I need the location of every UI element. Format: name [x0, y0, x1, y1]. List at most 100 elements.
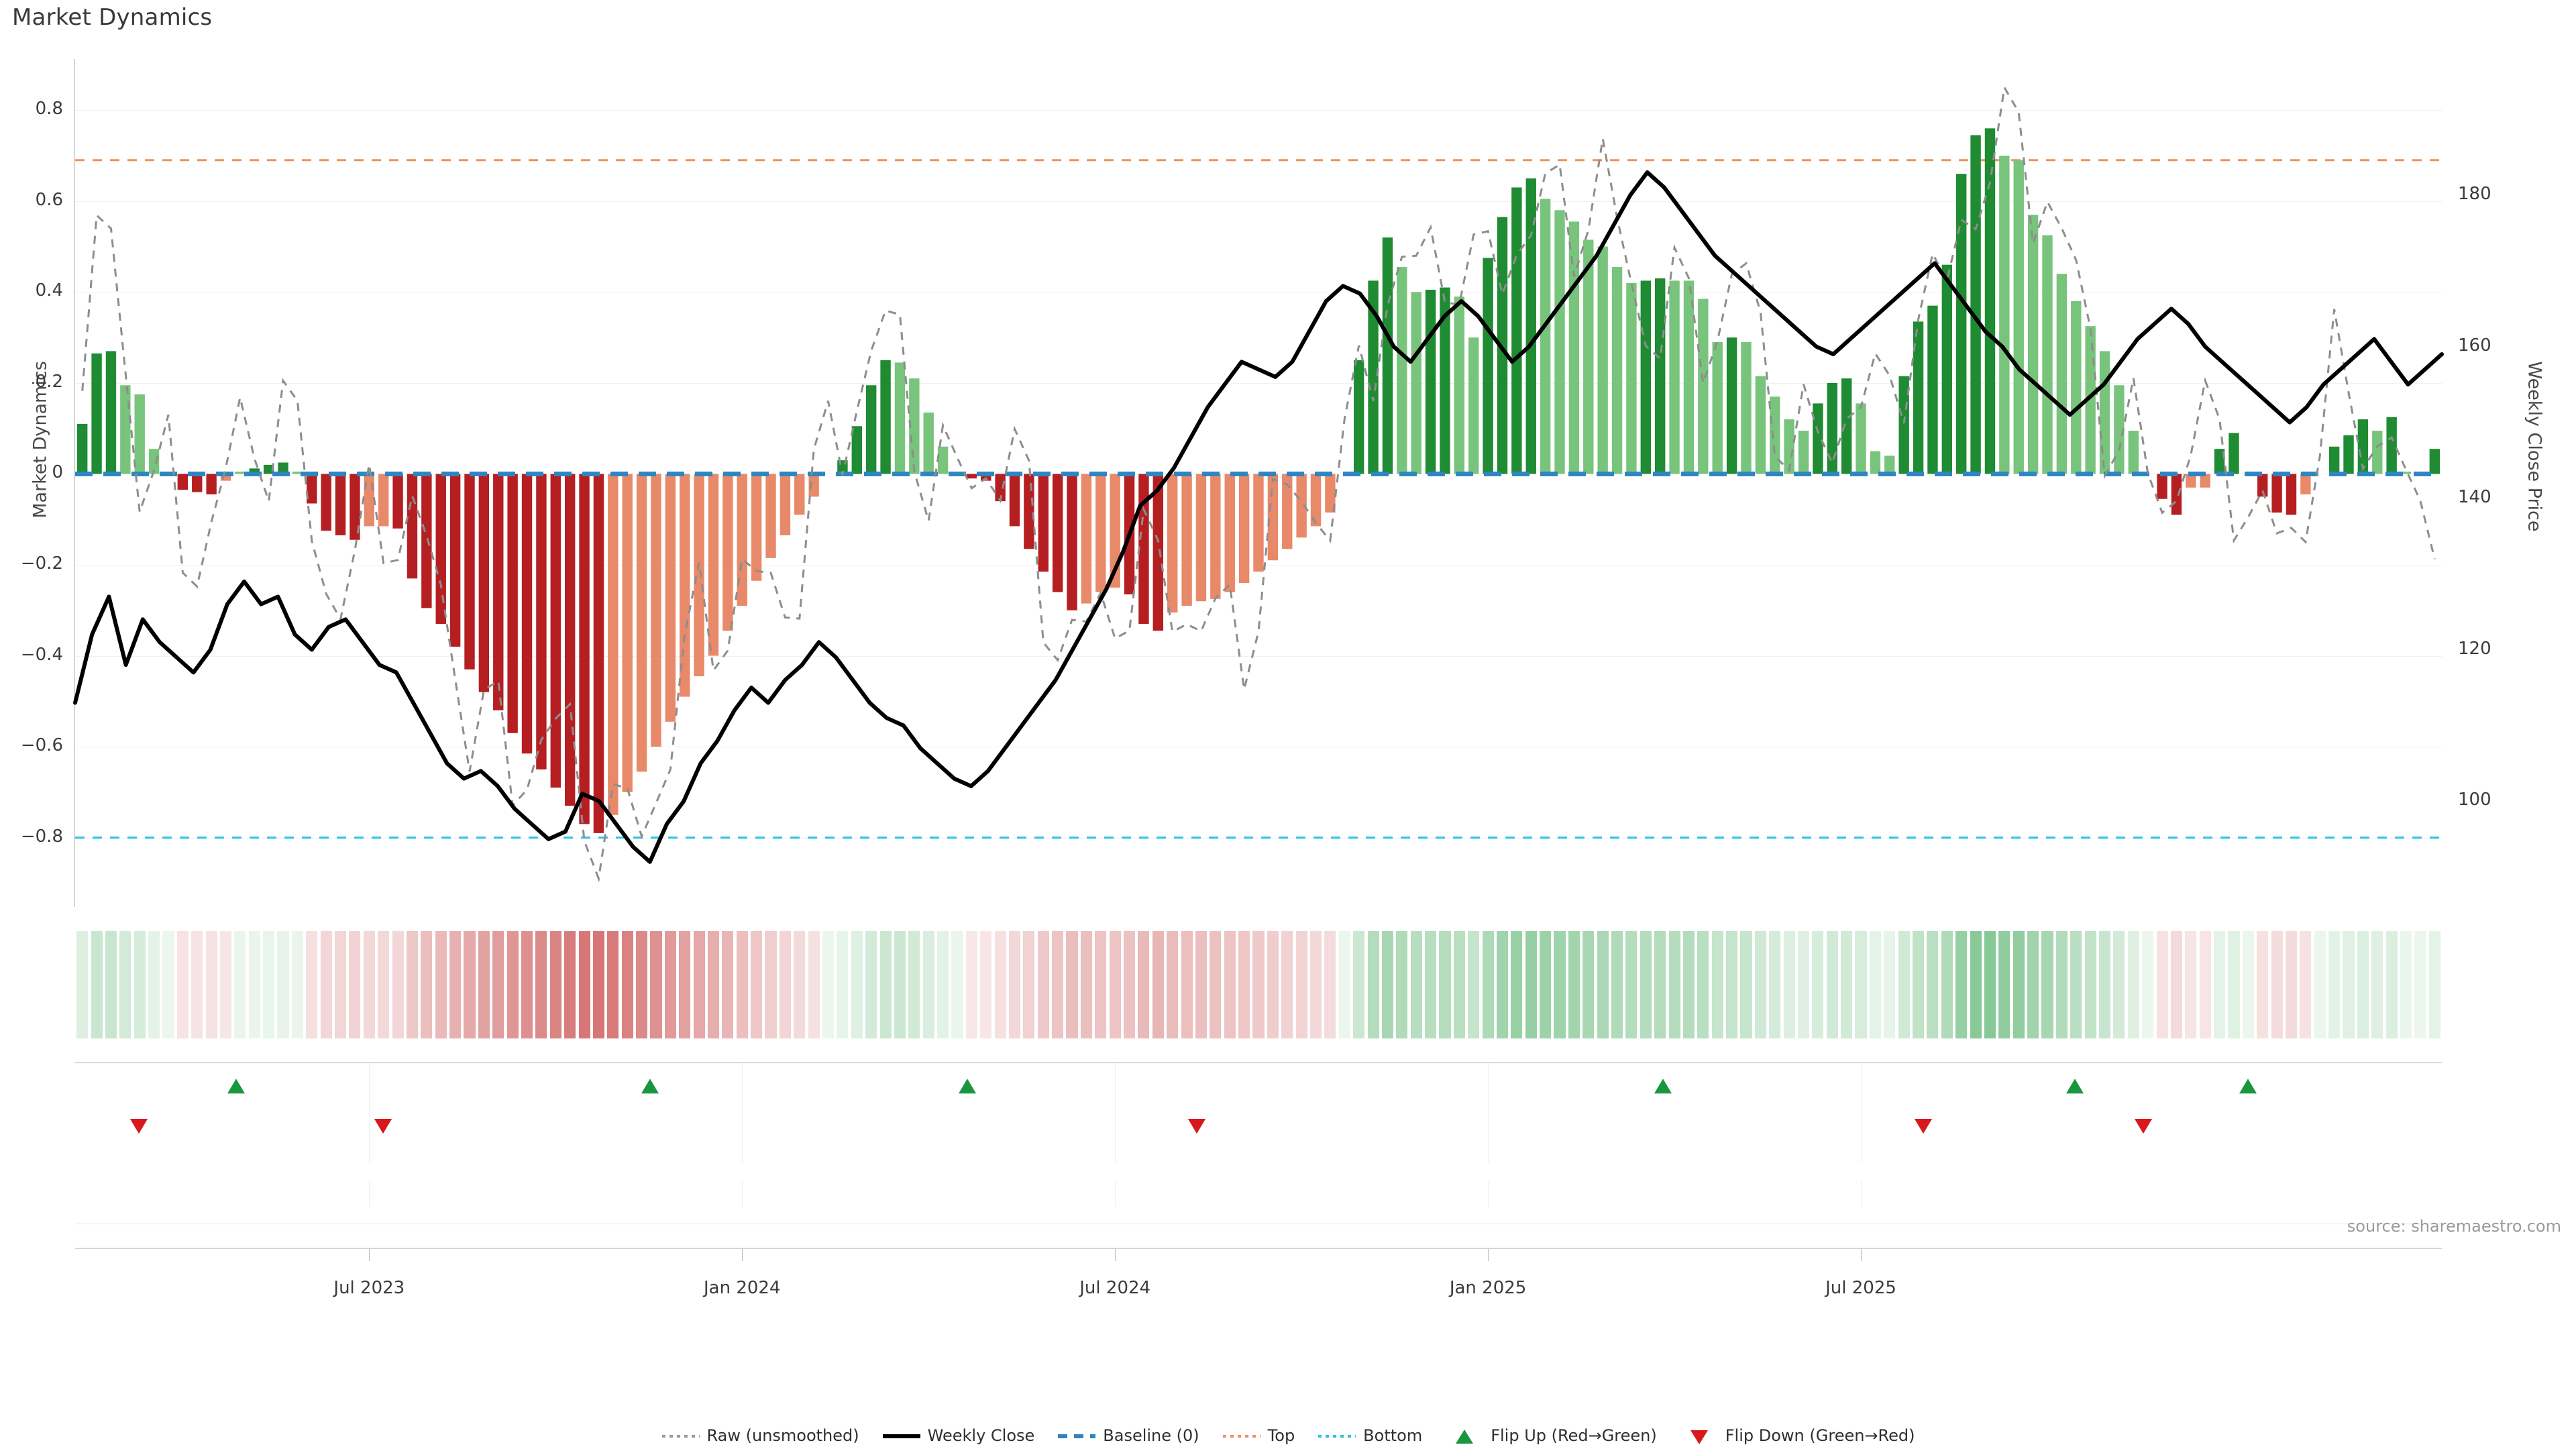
heatmap-cell — [822, 931, 835, 1038]
x-axis-tick: Jul 2025 — [1825, 1278, 1896, 1298]
heatmap-cell — [2371, 931, 2383, 1038]
x-gridline — [1488, 1062, 1489, 1163]
market-dynamics-bar — [1210, 474, 1221, 599]
market-dynamics-bar — [321, 474, 331, 531]
heatmap-cell — [1955, 931, 1968, 1038]
heatmap-cell — [2400, 931, 2412, 1038]
x-gridline — [1861, 1181, 1862, 1208]
heatmap-cell — [1582, 931, 1595, 1038]
heatmap-cell — [2113, 931, 2125, 1038]
legend-item-label: Bottom — [1363, 1426, 1423, 1445]
legend-item-label: Baseline (0) — [1103, 1426, 1199, 1445]
market-dynamics-bar — [636, 474, 647, 772]
heatmap-cell — [1195, 931, 1207, 1038]
market-dynamics-bar — [851, 426, 863, 474]
x-gridline — [742, 1181, 743, 1208]
heatmap-cell — [1697, 931, 1709, 1038]
heatmap-cell — [492, 931, 504, 1038]
heatmap-cell — [1324, 931, 1336, 1038]
heatmap-cell — [1754, 931, 1766, 1038]
heatmap-cell — [1238, 931, 1250, 1038]
heatmap-cell — [1913, 931, 1925, 1038]
market-dynamics-bar — [1468, 337, 1479, 474]
legend-item-weekly-close[interactable]: Weekly Close — [882, 1426, 1034, 1445]
market-dynamics-bar — [2300, 474, 2311, 494]
heatmap-cell — [564, 931, 576, 1038]
market-dynamics-bar — [564, 474, 576, 806]
heatmap-cell — [2027, 931, 2039, 1038]
market-dynamics-bar — [1999, 156, 2010, 474]
gridline — [75, 201, 2442, 202]
legend-item-raw-unsmoothed[interactable]: Raw (unsmoothed) — [661, 1426, 859, 1445]
legend-item-flip-down-green-red[interactable]: Flip Down (Green→Red) — [1680, 1426, 1915, 1445]
market-dynamics-bar — [593, 474, 604, 833]
legend-item-top[interactable]: Top — [1222, 1426, 1295, 1445]
y-axis-left-tick: −0.2 — [20, 553, 63, 574]
heatmap-cell — [1668, 931, 1680, 1038]
x-axis-tick: Jul 2024 — [1079, 1278, 1151, 1298]
heatmap-cell — [1381, 931, 1393, 1038]
x-gridline — [1115, 1062, 1116, 1163]
heatmap-cell — [335, 931, 347, 1038]
heatmap-cell — [2357, 931, 2369, 1038]
market-dynamics-bar — [177, 474, 189, 490]
flip-up-marker-icon — [641, 1079, 659, 1093]
heatmap-cell — [119, 931, 131, 1038]
gridline — [75, 382, 2442, 384]
y-axis-right-tick: 140 — [2458, 486, 2491, 507]
market-dynamics-bar — [2386, 417, 2397, 474]
market-dynamics-bar — [995, 474, 1006, 502]
dotted-line-icon — [1318, 1431, 1356, 1440]
heatmap-cell — [1682, 931, 1695, 1038]
x-axis-tickmark — [1861, 1249, 1862, 1261]
dashed-line-icon — [1057, 1431, 1096, 1440]
y-axis-right-tick: 120 — [2458, 638, 2491, 659]
market-dynamics-bar — [1597, 246, 1608, 474]
heatmap-cell — [1711, 931, 1723, 1038]
regime-heatmap-strip — [75, 931, 2442, 1038]
heatmap-cell — [1095, 931, 1107, 1038]
page-title: Market Dynamics — [12, 4, 213, 31]
heatmap-cell — [1453, 931, 1465, 1038]
x-axis-tickmark — [1115, 1249, 1116, 1261]
heatmap-cell — [894, 931, 906, 1038]
heatmap-cell — [1224, 931, 1236, 1038]
heatmap-cell — [2012, 931, 2025, 1038]
market-dynamics-bar — [192, 474, 203, 492]
heatmap-cell — [1439, 931, 1451, 1038]
heatmap-cell — [1597, 931, 1609, 1038]
market-dynamics-bar — [2056, 274, 2068, 474]
heatmap-cell — [1281, 931, 1293, 1038]
market-dynamics-bar — [1195, 474, 1207, 602]
heatmap-cell — [277, 931, 289, 1038]
market-dynamics-bar — [1984, 128, 1996, 474]
legend-item-flip-up-red-green[interactable]: Flip Up (Red→Green) — [1445, 1426, 1657, 1445]
market-dynamics-bar — [1813, 403, 1823, 474]
flip-up-marker-icon — [2239, 1079, 2257, 1093]
heatmap-cell — [736, 931, 748, 1038]
market-dynamics-bar — [622, 474, 633, 792]
market-dynamics-bar — [2229, 433, 2239, 474]
market-dynamics-bar — [1353, 360, 1364, 474]
market-dynamics-bar — [1024, 474, 1034, 549]
legend-item-bottom[interactable]: Bottom — [1318, 1426, 1422, 1445]
heatmap-cell — [865, 931, 877, 1038]
heatmap-cell — [1008, 931, 1021, 1038]
market-dynamics-bar — [1397, 267, 1407, 474]
legend-item-baseline-0[interactable]: Baseline (0) — [1057, 1426, 1199, 1445]
heatmap-cell — [1367, 931, 1379, 1038]
heatmap-cell — [1267, 931, 1279, 1038]
heatmap-cell — [879, 931, 892, 1038]
heatmap-cell — [794, 931, 806, 1038]
heatmap-cell — [1338, 931, 1350, 1038]
market-dynamics-bar — [865, 385, 877, 474]
heatmap-cell — [1152, 931, 1164, 1038]
heatmap-cell — [176, 931, 189, 1038]
heatmap-cell — [1109, 931, 1121, 1038]
heatmap-cell — [2328, 931, 2341, 1038]
x-gridline — [369, 1181, 370, 1208]
heatmap-cell — [1410, 931, 1422, 1038]
heatmap-cell — [2285, 931, 2298, 1038]
market-dynamics-bar — [1081, 474, 1092, 604]
